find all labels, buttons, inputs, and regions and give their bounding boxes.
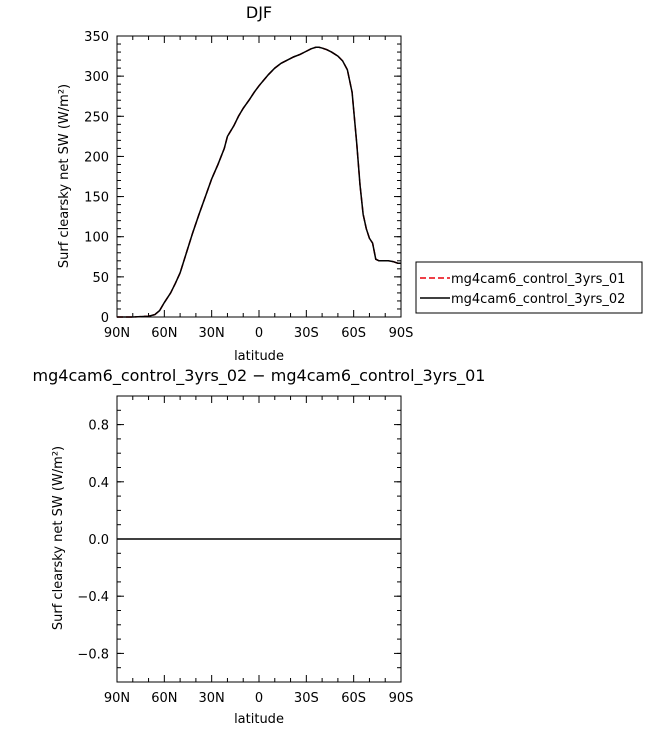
bottom-y-tick-label: 0.8 — [88, 419, 109, 434]
top-series-line-2 — [117, 46, 401, 318]
top-x-tick-label: 90N — [104, 326, 130, 341]
top-x-axis-label: latitude — [234, 349, 284, 364]
top-x-tick-label: 30N — [199, 326, 225, 341]
bottom-chart-title: mg4cam6_control_3yrs_02 − mg4cam6_contro… — [33, 366, 486, 386]
top-plot-frame — [116, 35, 402, 318]
top-y-tick-label: 50 — [92, 271, 109, 286]
top-y-tick-label: 150 — [84, 191, 109, 206]
bottom-x-tick-label: 30S — [294, 691, 319, 706]
top-x-tick-label: 60S — [341, 326, 366, 341]
top-series — [117, 46, 401, 318]
bottom-ticks: 90N 60N 30N 0 30S 60S 90S −0.8 −0.4 0.0 0.4 0.8 — [77, 395, 414, 706]
top-panel: DJF 90N 60N 30N 0 30S 60S 90S 0 50 100 150 200 250 30… — [57, 3, 413, 364]
top-x-tick-label: 90S — [389, 326, 414, 341]
legend: mg4cam6_control_3yrs_01 mg4cam6_control_… — [415, 261, 643, 314]
legend-box — [415, 261, 643, 314]
top-x-tick-label: 0 — [255, 326, 263, 341]
top-ticks: 90N 60N 30N 0 30S 60S 90S 0 50 100 150 200 250 300 350 — [84, 30, 413, 341]
top-y-tick-label: 0 — [101, 311, 109, 326]
top-x-tick-label: 60N — [151, 326, 177, 341]
top-y-tick-label: 200 — [84, 150, 109, 165]
legend-label-series-2: mg4cam6_control_3yrs_02 — [451, 292, 625, 307]
bottom-x-tick-label: 90N — [104, 691, 130, 706]
top-series-line-1 — [117, 46, 401, 318]
top-y-axis-label: Surf clearsky net SW (W/m²) — [57, 84, 72, 268]
bottom-x-tick-label: 60S — [341, 691, 366, 706]
bottom-x-axis-label: latitude — [234, 712, 284, 727]
legend-label-series-1: mg4cam6_control_3yrs_01 — [451, 272, 625, 287]
top-y-tick-label: 100 — [84, 231, 109, 246]
bottom-y-tick-label: −0.8 — [77, 647, 109, 662]
bottom-panel: mg4cam6_control_3yrs_02 − mg4cam6_contro… — [33, 366, 486, 727]
bottom-x-tick-label: 60N — [151, 691, 177, 706]
bottom-x-tick-label: 30N — [199, 691, 225, 706]
top-y-tick-label: 350 — [84, 30, 109, 45]
top-chart-title: DJF — [246, 3, 272, 22]
bottom-y-tick-label: 0.4 — [88, 476, 109, 491]
top-y-tick-label: 250 — [84, 110, 109, 125]
bottom-y-tick-label: 0.0 — [88, 533, 109, 548]
top-x-tick-label: 30S — [294, 326, 319, 341]
bottom-x-tick-label: 90S — [389, 691, 414, 706]
bottom-y-axis-label: Surf clearsky net SW (W/m²) — [51, 446, 66, 630]
bottom-y-tick-label: −0.4 — [77, 590, 109, 605]
top-y-tick-label: 300 — [84, 70, 109, 85]
bottom-x-tick-label: 0 — [255, 691, 263, 706]
